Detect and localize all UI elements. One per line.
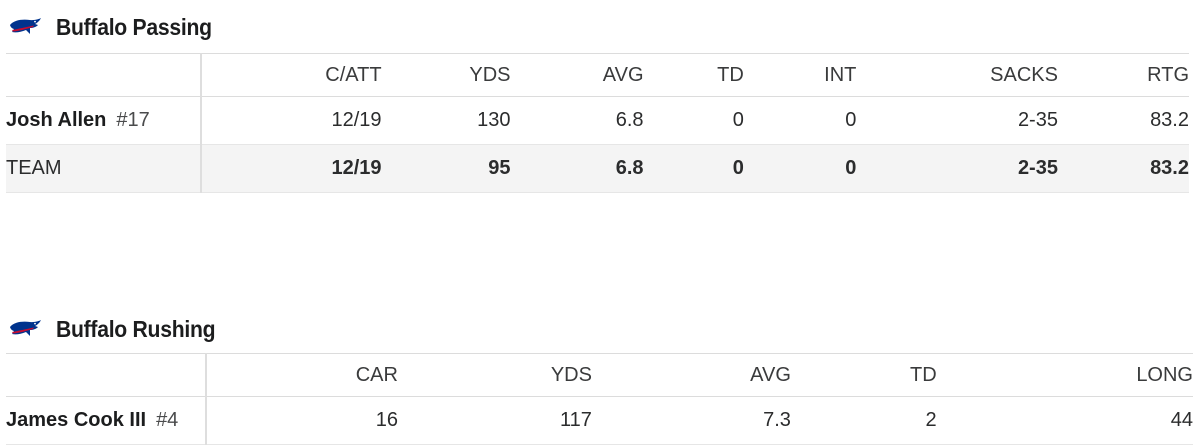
column-header: YDS [397, 353, 592, 397]
passing-header: Buffalo Passing [8, 12, 225, 42]
rushing-header: Buffalo Rushing [8, 314, 229, 344]
passing-table: C/ATT YDS AVG TD INT SACKS RTG Josh Alle… [6, 53, 1189, 193]
table-row: Josh Allen #17 12/19 130 6.8 0 0 2-35 83.… [6, 96, 1189, 145]
passing-title: Buffalo Passing [56, 13, 212, 40]
player-name-link[interactable]: James Cook III [6, 409, 147, 431]
stat-cell: 83.2 [1057, 144, 1189, 193]
stat-cell: 44 [936, 396, 1193, 445]
column-header: TD [643, 53, 744, 97]
stat-cell: 0 [643, 96, 744, 145]
column-header: AVG [510, 53, 644, 97]
column-header: C/ATT [201, 53, 382, 97]
table-row: James Cook III #4 16 117 7.3 2 44 [6, 396, 1193, 445]
stat-cell: 2 [790, 396, 937, 445]
column-header: CAR [206, 353, 398, 397]
stat-cell: 0 [743, 96, 857, 145]
buffalo-bills-logo-icon [8, 318, 42, 340]
passing-header-row: C/ATT YDS AVG TD INT SACKS RTG [6, 53, 1189, 97]
player-cell: Josh Allen #17 [6, 96, 203, 145]
stat-cell: 12/19 [201, 96, 382, 145]
player-name-link[interactable]: Josh Allen [6, 109, 107, 131]
column-header: TD [790, 353, 937, 397]
name-column-header [6, 353, 207, 397]
column-header: SACKS [856, 53, 1058, 97]
stat-cell: 95 [381, 144, 511, 193]
rushing-table: CAR YDS AVG TD LONG James Cook III #4 16 … [6, 353, 1193, 445]
player-number: #17 [116, 109, 150, 131]
team-total-row: TEAM 12/19 95 6.8 0 0 2-35 83.2 [6, 144, 1189, 193]
column-header: RTG [1057, 53, 1189, 97]
stat-cell: 7.3 [591, 396, 791, 445]
team-label: TEAM [6, 144, 203, 193]
stat-cell: 6.8 [510, 144, 644, 193]
stat-cell: 83.2 [1057, 96, 1189, 145]
column-header: LONG [936, 353, 1193, 397]
stat-cell: 117 [397, 396, 592, 445]
stat-cell: 2-35 [856, 96, 1058, 145]
stat-cell: 6.8 [510, 96, 644, 145]
column-header: INT [743, 53, 857, 97]
stat-cell: 2-35 [856, 144, 1058, 193]
column-header: YDS [381, 53, 511, 97]
name-column-header [6, 53, 203, 97]
player-number: #4 [156, 409, 179, 431]
stat-cell: 130 [381, 96, 511, 145]
column-header: AVG [591, 353, 791, 397]
buffalo-bills-logo-icon [8, 16, 42, 38]
stat-cell: 0 [743, 144, 857, 193]
player-cell: James Cook III #4 [6, 396, 207, 445]
stat-cell: 0 [643, 144, 744, 193]
rushing-header-row: CAR YDS AVG TD LONG [6, 353, 1193, 397]
stat-cell: 16 [206, 396, 398, 445]
rushing-title: Buffalo Rushing [56, 315, 216, 342]
stat-cell: 12/19 [201, 144, 382, 193]
